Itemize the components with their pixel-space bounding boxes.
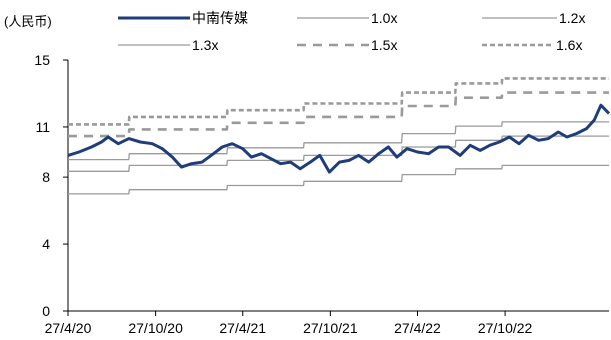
legend: 中南传媒 1.0x 1.2x 1.3x 1.5x 1.6x	[118, 10, 585, 53]
axes: 0 4 8 11 15 27/4/20 27/10/20 27/4/21 27/10/21 27/…	[34, 52, 609, 336]
x-tick-label: 27/10/22	[478, 320, 533, 336]
series-line-1	[68, 164, 609, 195]
series-line-3	[68, 121, 609, 161]
series-line-4	[68, 91, 609, 138]
x-tick-label: 27/10/21	[303, 320, 358, 336]
legend-label-4: 1.5x	[371, 37, 397, 53]
plot-area	[67, 77, 611, 195]
legend-label-0: 中南传媒	[192, 10, 248, 26]
y-unit-label: (人民币)	[4, 14, 52, 29]
series-line-0	[67, 103, 611, 174]
legend-label-1: 1.0x	[371, 10, 397, 26]
legend-label-5: 1.6x	[556, 37, 582, 53]
x-tick-label: 27/4/21	[219, 320, 266, 336]
y-tick-label: 8	[42, 169, 50, 185]
x-tick-label: 27/4/20	[45, 320, 92, 336]
y-tick-label: 0	[42, 303, 50, 319]
x-tick-label: 27/10/20	[128, 320, 183, 336]
x-tick-label: 27/4/22	[394, 320, 441, 336]
y-tick-label: 4	[42, 236, 50, 252]
legend-label-2: 1.2x	[559, 10, 585, 26]
series-line-2	[68, 135, 609, 172]
y-tick-label: 11	[35, 119, 50, 135]
y-tick-label: 15	[34, 52, 50, 68]
legend-label-3: 1.3x	[192, 37, 218, 53]
series-line-5	[68, 77, 609, 126]
